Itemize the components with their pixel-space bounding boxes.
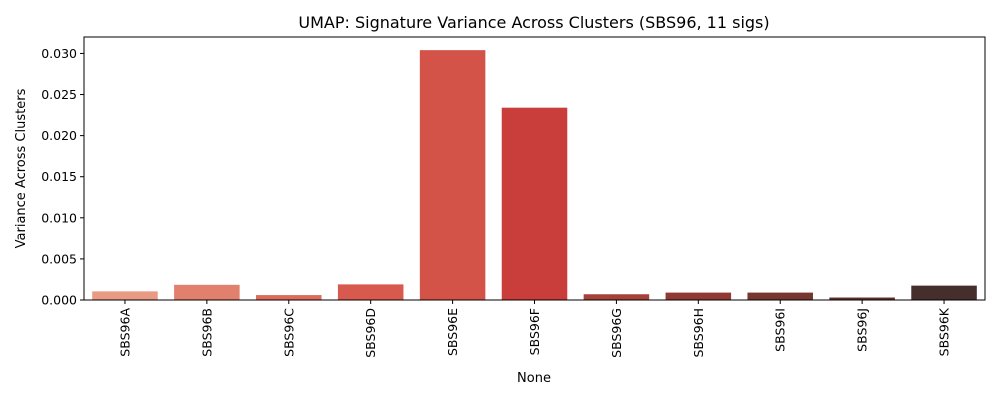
x-axis-label: None (517, 371, 551, 386)
y-tick-label: 0.025 (41, 87, 77, 102)
x-axis: SBS96A SBS96B SBS96C SBS96D SBS96E SBS96F SBS9… (117, 300, 952, 358)
bars-group (92, 50, 977, 301)
y-axis-label: Variance Across Clusters (14, 88, 29, 248)
bar-sbs96h (665, 292, 732, 300)
x-tick-label: SBS96G (609, 308, 624, 358)
bar-sbs96f (501, 107, 568, 301)
bar-sbs96a (92, 291, 158, 300)
x-tick-label: SBS96E (445, 308, 460, 356)
x-tick-label: SBS96C (281, 308, 296, 357)
x-tick-label: SBS96J (855, 308, 870, 352)
x-tick-label: SBS96A (117, 308, 132, 357)
x-tick-label: SBS96H (691, 308, 706, 358)
y-axis: 0.000 0.005 0.010 0.015 0.020 0.025 0.030 (41, 46, 84, 308)
y-tick-label: 0.005 (41, 251, 77, 266)
bar-sbs96i (747, 292, 813, 300)
x-tick-label: SBS96B (199, 308, 214, 357)
chart-title: UMAP: Signature Variance Across Clusters… (298, 13, 769, 32)
x-tick-label: SBS96D (363, 308, 378, 358)
y-tick-label: 0.030 (41, 46, 77, 61)
y-tick-label: 0.000 (41, 293, 77, 308)
x-tick-label: SBS96F (527, 308, 542, 355)
y-tick-label: 0.020 (41, 128, 77, 143)
bar-sbs96c (256, 295, 322, 300)
bar-sbs96g (583, 294, 650, 300)
bar-sbs96b (174, 284, 240, 300)
bar-sbs96k (911, 285, 977, 300)
plot-frame (83, 36, 986, 301)
y-tick-label: 0.015 (41, 169, 77, 184)
bar-sbs96d (337, 284, 404, 300)
x-tick-label: SBS96I (773, 308, 788, 352)
x-tick-label: SBS96K (937, 307, 952, 356)
bar-sbs96j (829, 297, 895, 300)
y-tick-label: 0.010 (41, 210, 77, 225)
bar-sbs96e (419, 50, 486, 301)
